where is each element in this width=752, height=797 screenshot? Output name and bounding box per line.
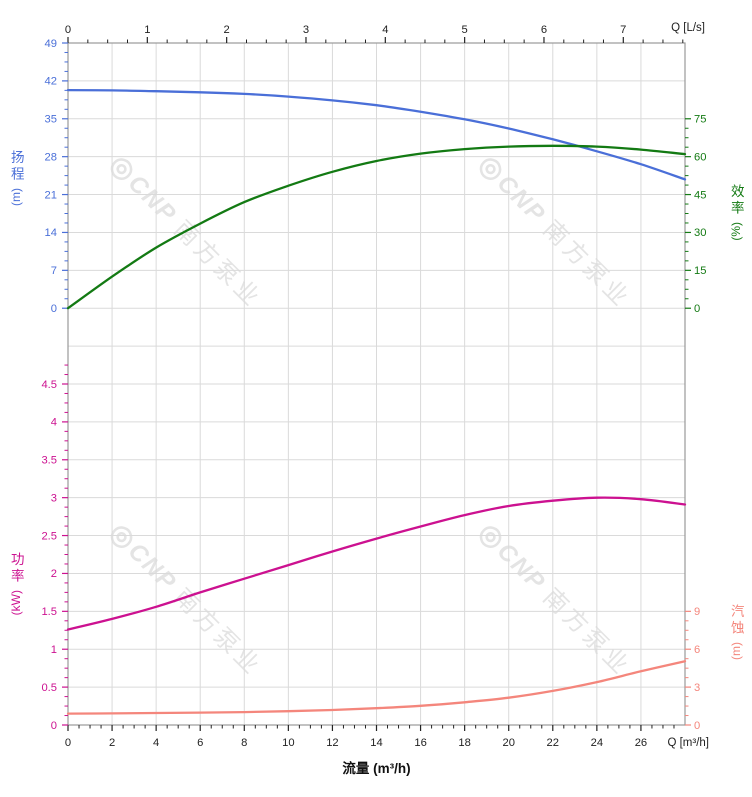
svg-text:1: 1 bbox=[51, 644, 57, 656]
svg-text:22: 22 bbox=[547, 737, 559, 749]
svg-text:10: 10 bbox=[282, 737, 294, 749]
power-axis-title: 功率 (kW) bbox=[3, 552, 29, 615]
svg-text:30: 30 bbox=[694, 227, 706, 239]
x-axis-bottom: 0 2 4 6 8 10 12 14 16 18 20 22 24 26 Q [m³/h] bbox=[65, 725, 709, 749]
svg-text:3: 3 bbox=[694, 682, 700, 694]
svg-text:9: 9 bbox=[694, 606, 700, 618]
svg-text:35: 35 bbox=[45, 114, 57, 126]
svg-text:75: 75 bbox=[694, 114, 706, 126]
svg-text:60: 60 bbox=[694, 151, 706, 163]
svg-text:1: 1 bbox=[144, 24, 150, 36]
head-axis-title: 扬程 (m) bbox=[3, 150, 29, 206]
svg-text:4: 4 bbox=[153, 737, 159, 749]
npsh-axis-title: 汽蚀 (m) bbox=[723, 604, 749, 660]
svg-text:21: 21 bbox=[45, 189, 57, 201]
svg-text:14: 14 bbox=[45, 227, 57, 239]
svg-text:20: 20 bbox=[502, 737, 514, 749]
svg-text:0.5: 0.5 bbox=[41, 682, 57, 694]
gridlines bbox=[68, 43, 685, 725]
svg-text:0: 0 bbox=[694, 303, 700, 315]
svg-text:0: 0 bbox=[51, 303, 57, 315]
svg-text:0: 0 bbox=[65, 737, 71, 749]
svg-text:6: 6 bbox=[694, 644, 700, 656]
svg-text:3: 3 bbox=[51, 492, 57, 504]
efficiency-curve bbox=[66, 144, 687, 310]
svg-text:18: 18 bbox=[458, 737, 470, 749]
power-curve bbox=[66, 496, 687, 631]
svg-text:7: 7 bbox=[51, 265, 57, 277]
power-axis-title-text: 功率 bbox=[8, 552, 24, 585]
npsh-axis: 0 3 6 9 bbox=[685, 606, 700, 732]
svg-text:49: 49 bbox=[45, 38, 57, 50]
flow-axis-title: 流量 (m³/h) bbox=[342, 761, 411, 776]
svg-text:4: 4 bbox=[51, 417, 57, 429]
svg-text:6: 6 bbox=[197, 737, 203, 749]
svg-text:7: 7 bbox=[620, 24, 626, 36]
svg-text:4.5: 4.5 bbox=[41, 379, 57, 391]
svg-text:2.5: 2.5 bbox=[41, 530, 57, 542]
svg-text:2: 2 bbox=[51, 568, 57, 580]
svg-text:3.5: 3.5 bbox=[41, 455, 57, 467]
npsh-curve bbox=[66, 660, 687, 715]
svg-text:0: 0 bbox=[65, 24, 71, 36]
svg-text:2: 2 bbox=[224, 24, 230, 36]
efficiency-axis: 0 15 30 45 60 75 bbox=[685, 114, 706, 315]
svg-text:Q [L/s]: Q [L/s] bbox=[671, 22, 705, 34]
efficiency-axis-title-text: 效率 bbox=[728, 184, 744, 217]
svg-text:2: 2 bbox=[109, 737, 115, 749]
svg-text:Q [m³/h]: Q [m³/h] bbox=[667, 737, 709, 749]
head-axis: 0 7 14 21 28 35 42 49 bbox=[45, 38, 68, 315]
npsh-axis-title-text: 汽蚀 bbox=[728, 604, 744, 637]
svg-text:26: 26 bbox=[635, 737, 647, 749]
head-curve bbox=[66, 88, 687, 181]
svg-text:14: 14 bbox=[370, 737, 382, 749]
x-axis-top: 0 1 2 3 4 5 6 7 Q [L/s] bbox=[65, 22, 705, 43]
svg-text:3: 3 bbox=[303, 24, 309, 36]
svg-text:1.5: 1.5 bbox=[41, 606, 57, 618]
head-axis-title-text: 扬程 bbox=[8, 150, 24, 183]
svg-text:15: 15 bbox=[694, 265, 706, 277]
power-axis: 0 0.5 1 1.5 2 2.5 3 3.5 4 4.5 bbox=[41, 364, 68, 732]
svg-text:6: 6 bbox=[541, 24, 547, 36]
svg-text:16: 16 bbox=[414, 737, 426, 749]
efficiency-axis-title: 效率 (%) bbox=[723, 184, 749, 241]
svg-text:45: 45 bbox=[694, 189, 706, 201]
svg-text:8: 8 bbox=[241, 737, 247, 749]
svg-text:5: 5 bbox=[462, 24, 468, 36]
svg-text:4: 4 bbox=[382, 24, 388, 36]
svg-text:0: 0 bbox=[51, 720, 57, 732]
svg-text:24: 24 bbox=[591, 737, 603, 749]
svg-text:28: 28 bbox=[45, 151, 57, 163]
svg-text:0: 0 bbox=[694, 720, 700, 732]
svg-text:12: 12 bbox=[326, 737, 338, 749]
svg-text:42: 42 bbox=[45, 76, 57, 88]
